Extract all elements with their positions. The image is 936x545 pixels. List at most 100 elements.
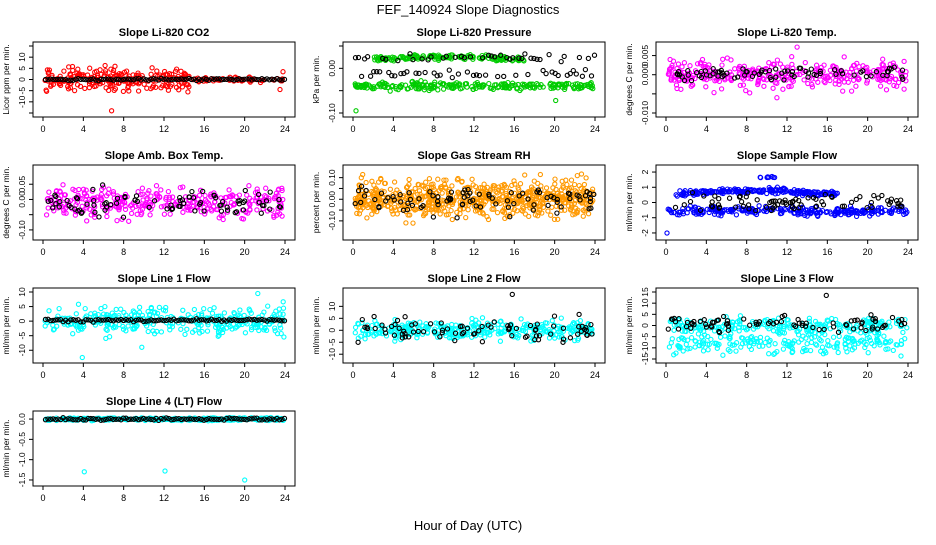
x-tick-label: 4 bbox=[391, 247, 396, 257]
data-point bbox=[372, 314, 376, 318]
outlier-point bbox=[510, 292, 514, 296]
data-point bbox=[721, 57, 725, 61]
data-point bbox=[579, 172, 583, 176]
data-point bbox=[884, 88, 888, 92]
data-point bbox=[273, 326, 277, 330]
data-point bbox=[88, 66, 92, 70]
data-point bbox=[482, 182, 486, 186]
data-point bbox=[881, 57, 885, 61]
data-point bbox=[781, 347, 785, 351]
data-point bbox=[869, 313, 873, 317]
plot-frame bbox=[343, 42, 605, 117]
data-point bbox=[569, 178, 573, 182]
data-point bbox=[159, 188, 163, 192]
data-point bbox=[413, 186, 417, 190]
data-point bbox=[523, 52, 527, 56]
y-tick-label: 0.0 bbox=[17, 413, 27, 425]
data-point bbox=[115, 219, 119, 223]
x-tick-label: 8 bbox=[431, 124, 436, 134]
data-point bbox=[523, 173, 527, 177]
data-point bbox=[264, 186, 268, 190]
data-point bbox=[159, 330, 163, 334]
y-tick-label: -0.5 bbox=[17, 432, 27, 447]
data-point bbox=[103, 63, 107, 67]
data-point bbox=[828, 68, 832, 72]
x-tick-label: 8 bbox=[121, 493, 126, 503]
y-tick-label: 15 bbox=[640, 287, 650, 297]
data-point bbox=[142, 82, 146, 86]
data-point bbox=[826, 339, 830, 343]
data-point bbox=[901, 330, 905, 334]
y-tick-label: 0.10 bbox=[327, 169, 337, 186]
points bbox=[665, 174, 909, 235]
data-point bbox=[487, 82, 491, 86]
data-point bbox=[266, 304, 270, 308]
x-tick-label: 20 bbox=[240, 124, 250, 134]
y-tick-label: -5 bbox=[17, 87, 27, 95]
data-point bbox=[138, 305, 142, 309]
y-tick-label: 1 bbox=[640, 185, 650, 190]
data-point bbox=[544, 186, 548, 190]
data-point bbox=[684, 342, 688, 346]
data-point bbox=[47, 309, 51, 313]
data-point bbox=[841, 89, 845, 93]
data-point bbox=[495, 211, 499, 215]
data-point bbox=[872, 194, 876, 198]
data-point bbox=[179, 327, 183, 331]
data-point bbox=[255, 208, 259, 212]
y-tick-label: 5 bbox=[17, 66, 27, 71]
y-axis-label: ml/min per min. bbox=[311, 296, 321, 354]
data-point bbox=[43, 324, 47, 328]
data-point bbox=[450, 76, 454, 80]
data-point bbox=[192, 307, 196, 311]
outlier-point bbox=[278, 87, 282, 91]
x-tick-label: 16 bbox=[822, 124, 832, 134]
data-point bbox=[210, 311, 214, 315]
data-point bbox=[483, 335, 487, 339]
y-tick-label: -2 bbox=[640, 229, 650, 237]
data-point bbox=[854, 69, 858, 73]
data-point bbox=[45, 213, 49, 217]
outlier-point bbox=[281, 70, 285, 74]
data-point bbox=[76, 302, 80, 306]
x-tick-label: 20 bbox=[863, 247, 873, 257]
data-point bbox=[555, 211, 559, 215]
data-point bbox=[879, 84, 883, 88]
data-point bbox=[71, 332, 75, 336]
x-tick-label: 12 bbox=[159, 247, 169, 257]
data-point bbox=[809, 67, 813, 71]
data-point bbox=[553, 177, 557, 181]
y-axis-label: ml/min per min. bbox=[624, 173, 634, 231]
y-tick-label: 10 bbox=[327, 301, 337, 311]
data-point bbox=[519, 317, 523, 321]
data-point bbox=[162, 212, 166, 216]
data-point bbox=[365, 216, 369, 220]
y-tick-label: -1.0 bbox=[17, 452, 27, 467]
data-point bbox=[688, 200, 692, 204]
data-point bbox=[682, 203, 686, 207]
x-tick-label: 4 bbox=[81, 124, 86, 134]
data-point bbox=[717, 197, 721, 201]
data-point bbox=[181, 210, 185, 214]
outlier-point bbox=[554, 98, 558, 102]
data-point bbox=[526, 72, 530, 76]
data-point bbox=[822, 63, 826, 67]
x-axis-label: Hour of Day (UTC) bbox=[414, 518, 522, 533]
data-point bbox=[364, 180, 368, 184]
data-point bbox=[105, 328, 109, 332]
data-point bbox=[360, 74, 364, 78]
x-tick-label: 20 bbox=[550, 370, 560, 380]
data-point bbox=[742, 317, 746, 321]
data-point bbox=[713, 194, 717, 198]
data-point bbox=[790, 55, 794, 59]
outlier-point bbox=[140, 345, 144, 349]
data-point bbox=[755, 198, 759, 202]
data-point bbox=[455, 216, 459, 220]
x-tick-label: 24 bbox=[903, 370, 913, 380]
y-tick-label: 0 bbox=[17, 77, 27, 82]
